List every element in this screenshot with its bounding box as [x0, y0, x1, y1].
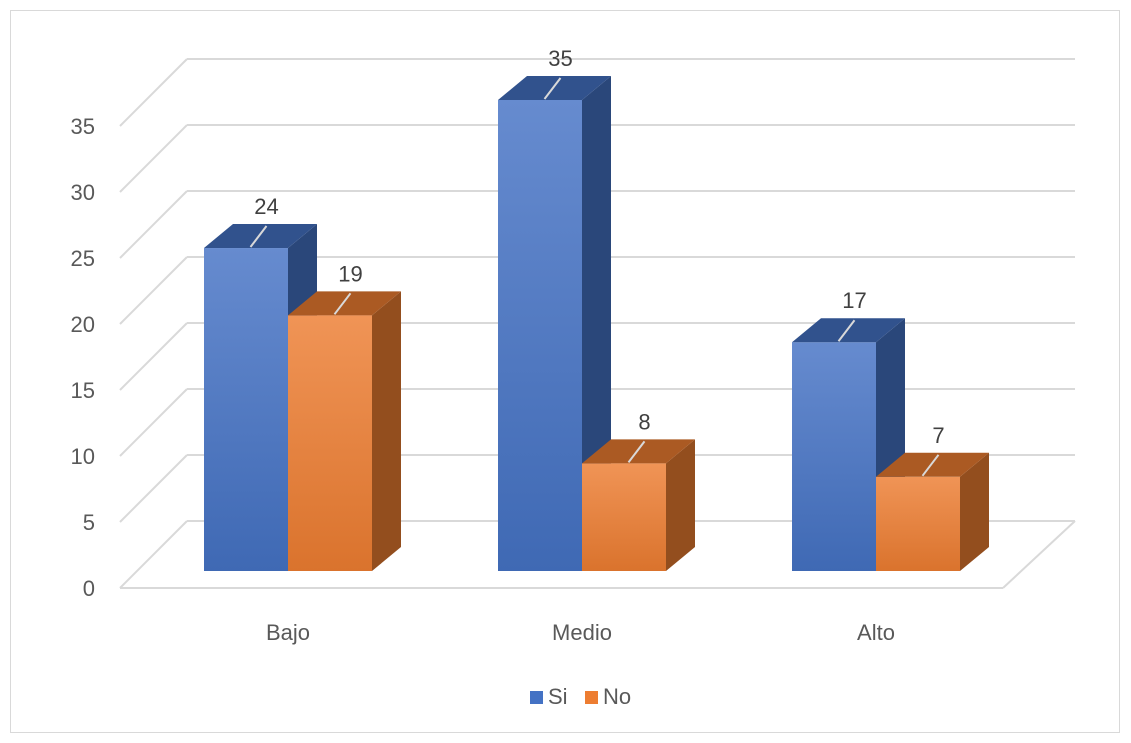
side-wall-line [119, 520, 188, 589]
x-category-label: Alto [857, 620, 895, 645]
legend-swatch-si [530, 691, 543, 704]
bar-top-si [204, 224, 317, 249]
bar-top-no [582, 439, 695, 464]
bar-si-alto[interactable] [792, 342, 876, 571]
bar-si-medio[interactable] [498, 100, 582, 571]
bar-no-bajo[interactable] [288, 315, 372, 571]
side-wall-line [119, 190, 188, 259]
side-wall-line [119, 388, 188, 457]
data-label: 17 [842, 288, 866, 313]
legend-label-no: No [603, 684, 631, 709]
bar-si-bajo[interactable] [204, 248, 288, 571]
side-wall-line [119, 256, 188, 325]
y-tick-label: 30 [71, 180, 95, 205]
legend-label-si: Si [548, 684, 568, 709]
bar-side-no [666, 439, 695, 571]
bar-no-alto[interactable] [876, 476, 960, 571]
side-wall-line [119, 124, 188, 193]
bar-top-no [288, 291, 401, 316]
data-label-leader [837, 319, 856, 342]
data-label: 8 [638, 409, 650, 434]
y-tick-label: 10 [71, 444, 95, 469]
y-tick-label: 0 [83, 576, 95, 601]
data-label: 24 [254, 194, 278, 219]
y-tick-label: 5 [83, 510, 95, 535]
legend-swatch-no [585, 691, 598, 704]
bar-top-si [498, 76, 611, 100]
bar-no-medio[interactable] [582, 463, 666, 571]
y-tick-label: 25 [71, 246, 95, 271]
data-label-leader [921, 454, 940, 477]
data-label-leader [627, 440, 646, 463]
data-label-leader [333, 292, 352, 315]
data-label-leader [543, 77, 562, 100]
y-tick-label: 20 [71, 312, 95, 337]
bar-top-si [792, 318, 905, 343]
side-wall-line [119, 322, 188, 391]
data-label: 7 [932, 423, 944, 448]
bar-side-no [960, 452, 989, 571]
side-wall-line [119, 454, 188, 523]
y-tick-label: 15 [71, 378, 95, 403]
floor-right-edge [1002, 520, 1076, 589]
x-category-label: Bajo [266, 620, 310, 645]
data-label: 35 [548, 46, 572, 71]
data-label-leader [249, 225, 268, 248]
side-wall-line [119, 58, 188, 127]
x-category-label: Medio [552, 620, 612, 645]
bar-side-no [372, 291, 401, 571]
bar-top-no [876, 452, 989, 477]
data-label: 19 [338, 261, 362, 286]
y-tick-label: 35 [71, 114, 95, 139]
